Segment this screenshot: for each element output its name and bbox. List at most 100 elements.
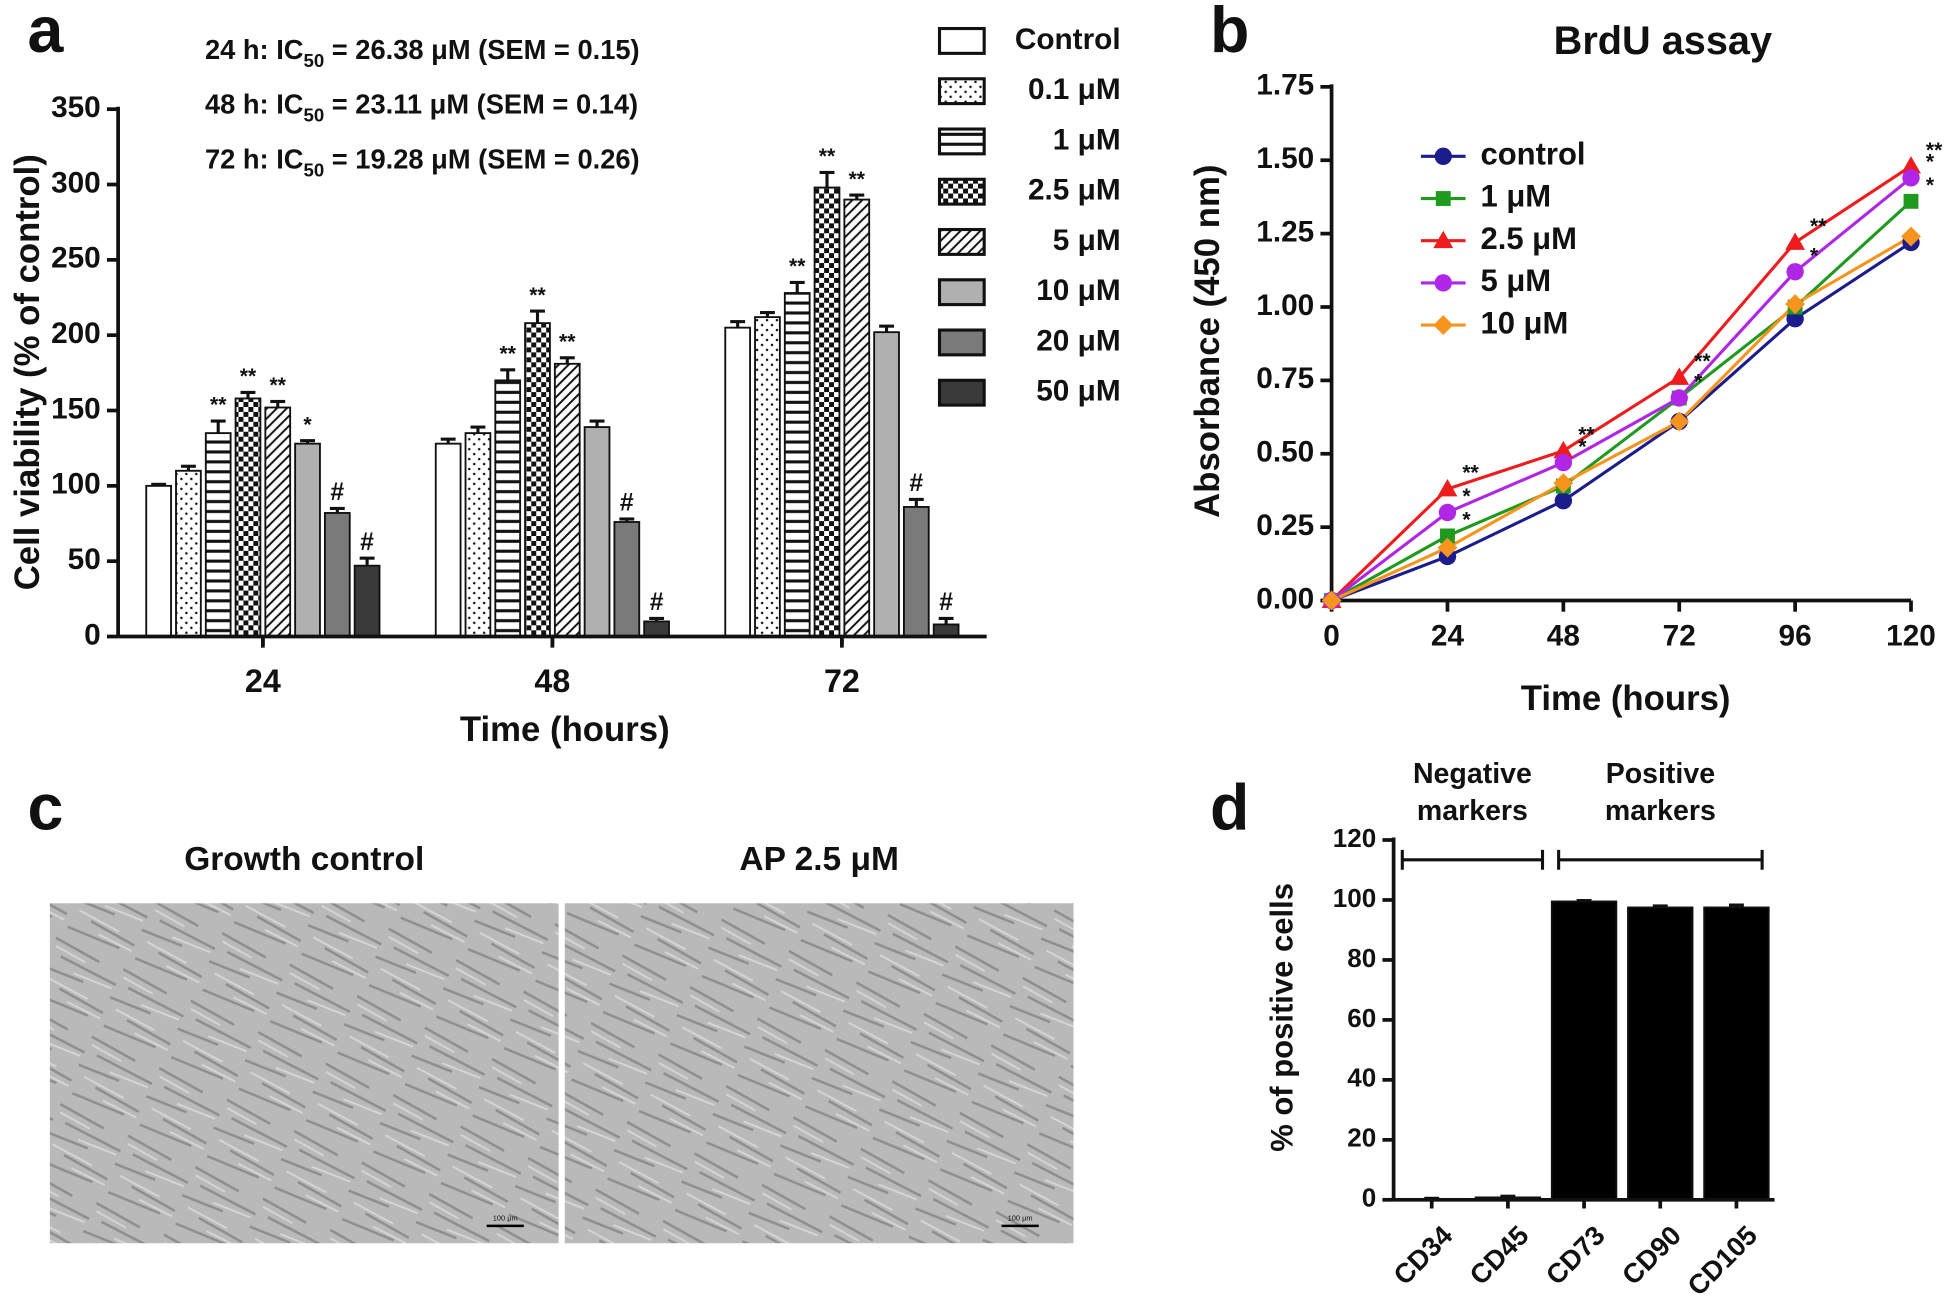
y-tick-label: 350	[51, 91, 101, 124]
legend-swatch	[937, 26, 986, 55]
marker	[1437, 479, 1458, 497]
significance: **	[270, 374, 287, 397]
series-line	[1331, 241, 1912, 602]
y-tick-label: 0.50	[1256, 436, 1314, 469]
marker	[1901, 226, 1921, 247]
legend-marker	[1433, 230, 1454, 249]
legend-marker	[1434, 274, 1452, 292]
significance: **	[529, 284, 546, 307]
marker	[1785, 294, 1806, 314]
legend-swatch	[937, 177, 986, 206]
significance: **	[1810, 215, 1827, 238]
annotation-part: 48 h: IC	[205, 89, 304, 120]
significance: #	[330, 479, 344, 506]
legend-marker	[1433, 315, 1454, 336]
significance: **	[1694, 350, 1711, 373]
y-tick-label: 0.25	[1256, 509, 1314, 542]
legend-swatch	[937, 378, 986, 407]
x-tick-label: CD34	[1387, 1219, 1459, 1291]
significance: **	[500, 343, 517, 366]
bar	[264, 406, 292, 638]
significance: *	[1578, 435, 1587, 458]
y-tick-label: 100	[51, 468, 101, 501]
marker	[1554, 453, 1573, 472]
chart-title: BrdU assay	[1554, 19, 1772, 63]
marker	[1670, 389, 1688, 407]
bar	[175, 469, 202, 638]
bar	[754, 316, 781, 638]
legend-swatch	[937, 328, 986, 357]
annotation-sub: 50	[304, 160, 325, 181]
bar	[1703, 906, 1770, 1201]
bar	[643, 620, 670, 638]
y-tick-label: 0.00	[1256, 582, 1314, 615]
y-tick-label: 150	[51, 392, 101, 425]
significance: **	[849, 168, 866, 191]
y-tick-label: 300	[51, 166, 101, 199]
legend-swatch	[937, 278, 986, 307]
significance: *	[1694, 371, 1703, 394]
significance: **	[240, 365, 257, 388]
significance: *	[1926, 174, 1935, 197]
bar	[1627, 906, 1694, 1201]
image-title: AP 2.5 μM	[739, 841, 899, 878]
x-tick-label: 48	[534, 663, 570, 699]
y-tick-label: 250	[51, 242, 101, 275]
group-bracket	[1400, 849, 1545, 870]
marker	[1902, 169, 1920, 187]
bar	[434, 442, 462, 638]
legend-swatch	[937, 127, 986, 156]
x-tick-label: 120	[1886, 620, 1936, 653]
legend-label: 2.5 μM	[1028, 174, 1121, 207]
bar	[613, 521, 641, 638]
group-label: Negative	[1413, 758, 1532, 790]
scale-bar-label: 100 μm	[493, 1213, 518, 1222]
legend-swatch	[937, 77, 986, 106]
y-tick-label: 40	[1347, 1063, 1376, 1093]
significance: **	[1926, 139, 1943, 162]
legend-label: 10 μM	[1480, 305, 1568, 340]
y-axis-label: % of positive cells	[1265, 883, 1300, 1152]
series-line	[1330, 200, 1913, 602]
x-axis-label: Time (hours)	[460, 711, 670, 749]
significance: **	[559, 330, 576, 353]
annotation-part: 72 h: IC	[205, 144, 304, 175]
y-tick-label: 80	[1347, 943, 1376, 973]
annotation-sub: 50	[304, 51, 325, 72]
significance: #	[650, 589, 664, 616]
significance: *	[1810, 244, 1819, 267]
y-tick-label: 100	[1333, 883, 1376, 913]
marker	[1440, 528, 1455, 544]
marker	[1669, 367, 1690, 385]
bar	[204, 432, 232, 638]
x-tick-label: 72	[824, 663, 860, 699]
marker	[1437, 537, 1458, 558]
marker	[1553, 440, 1574, 459]
legend-swatch	[937, 227, 986, 256]
legend-label: 10 μM	[1036, 274, 1120, 307]
annotation: 48 h: IC50 = 23.11 μM (SEM = 0.14)	[205, 89, 638, 126]
group-bracket	[1557, 849, 1764, 870]
image-title: Growth control	[184, 841, 424, 878]
y-tick-label: 50	[68, 543, 101, 576]
bar	[145, 484, 172, 638]
marker	[1786, 263, 1804, 281]
bar	[323, 512, 351, 638]
group-label: markers	[1417, 795, 1528, 827]
marker	[1903, 193, 1919, 209]
significance: **	[789, 255, 806, 278]
marker	[1669, 411, 1690, 432]
bar	[903, 506, 930, 638]
bar	[783, 292, 811, 638]
legend-marker	[1434, 147, 1452, 166]
legend-label: 5 μM	[1480, 263, 1551, 298]
bar	[724, 326, 752, 638]
x-tick-label: 48	[1547, 620, 1580, 653]
marker	[1438, 503, 1457, 522]
x-tick-label: 96	[1779, 620, 1812, 653]
bar	[353, 564, 381, 638]
x-tick-label: CD90	[1616, 1219, 1687, 1290]
bar	[294, 442, 321, 638]
y-tick-label: 20	[1347, 1123, 1376, 1153]
legend-label: 1 μM	[1053, 123, 1121, 156]
